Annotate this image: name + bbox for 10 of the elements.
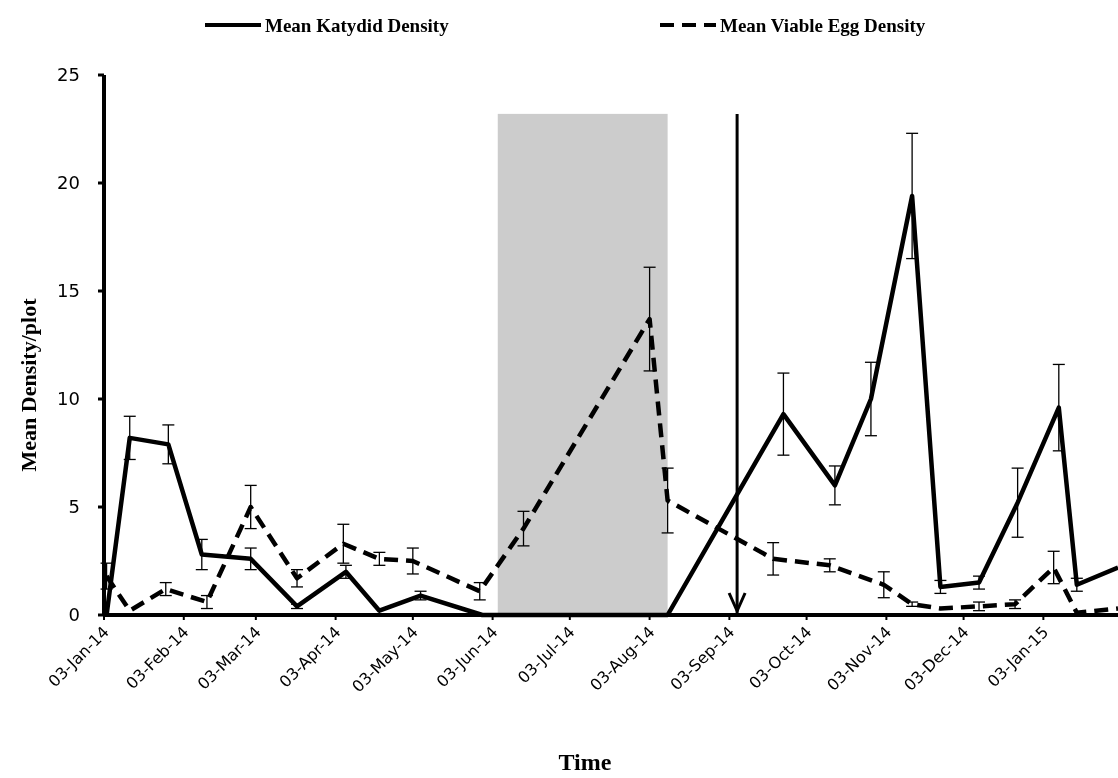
y-tick-label: 15 (57, 280, 80, 302)
y-tick-label: 20 (57, 172, 80, 194)
legend-label: Mean Katydid Density (265, 14, 450, 36)
y-axis-title: Mean Density/plot (16, 297, 41, 472)
y-tick-label: 0 (68, 604, 80, 626)
legend-label: Mean Viable Egg Density (720, 14, 926, 36)
y-tick-label: 25 (57, 64, 80, 86)
y-tick-label: 10 (57, 388, 80, 410)
x-axis-title: Time (558, 749, 612, 775)
y-tick-label: 5 (68, 496, 80, 518)
